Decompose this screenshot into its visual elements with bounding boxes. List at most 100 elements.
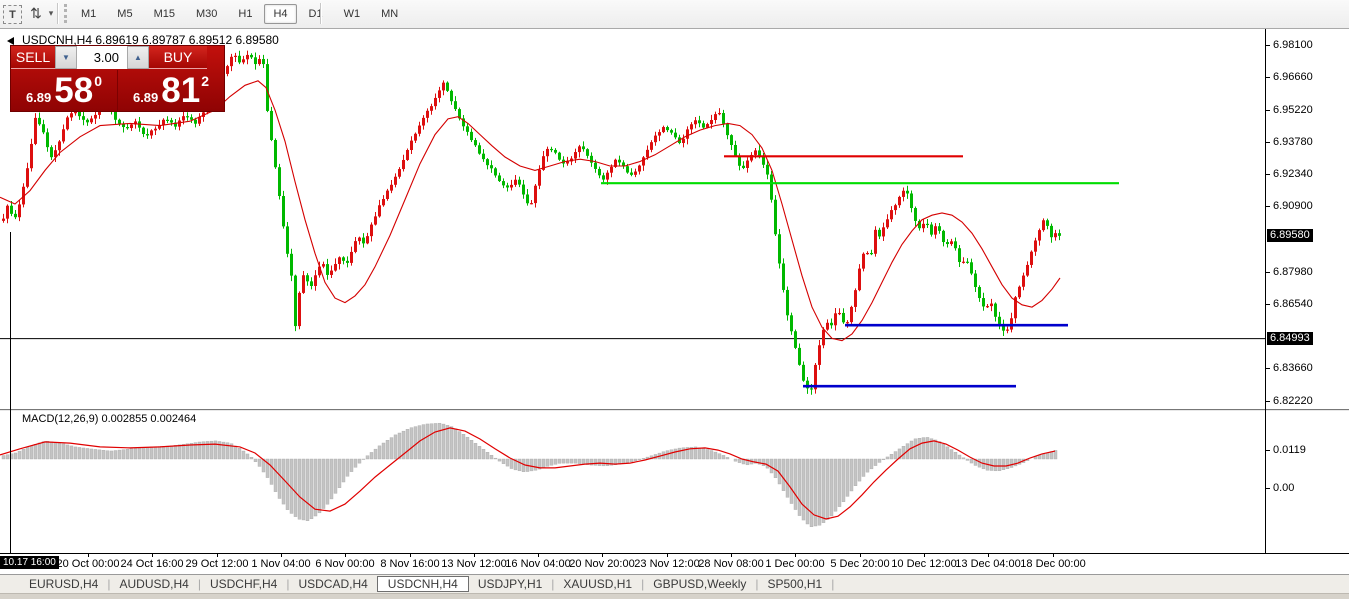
tab-separator: |	[286, 577, 290, 591]
swap-arrows-icon[interactable]: ⇅	[30, 5, 42, 21]
price-tick	[1266, 45, 1270, 46]
price-axis-label: 6.82220	[1273, 394, 1313, 407]
chevron-down-icon[interactable]: ▾	[48, 8, 54, 18]
timeframe-button-m15[interactable]: M15	[153, 8, 175, 20]
price-tick	[1266, 368, 1270, 370]
price-tick	[1266, 303, 1270, 305]
volume-input[interactable]: 3.00	[77, 46, 127, 69]
time-tick	[281, 554, 282, 557]
chart-tab-gbpusd[interactable]: GBPUSD,Weekly	[653, 577, 747, 591]
buy-button[interactable]: BUY	[149, 46, 207, 69]
chart-tab-audusd[interactable]: AUDUSD,H4	[119, 577, 189, 591]
timeframe-button-h1[interactable]: H1	[238, 8, 253, 20]
time-tick	[924, 554, 925, 557]
time-tick	[602, 554, 603, 557]
time-tick	[667, 554, 668, 557]
volume-increase-button[interactable]: ▲	[127, 46, 149, 69]
price-tick	[1266, 141, 1270, 143]
buy-price-pips: 81	[161, 71, 201, 110]
sell-button[interactable]: SELL	[11, 46, 55, 69]
price-chart-pane[interactable]	[0, 30, 1265, 409]
time-tick	[795, 554, 796, 557]
price-tick	[1266, 77, 1270, 79]
time-axis-label: 23 Nov 12:00	[634, 558, 700, 570]
macd-indicator-label: MACD(12,26,9) 0.002855 0.002464	[22, 413, 197, 425]
time-axis-label: 5 Dec 20:00	[830, 558, 890, 570]
price-axis-label: 6.86540	[1273, 297, 1313, 310]
timeframe-button-mn[interactable]: MN	[381, 8, 399, 20]
tab-separator: |	[551, 577, 555, 591]
tab-separator: |	[107, 577, 111, 591]
time-tick	[731, 554, 732, 557]
time-axis-label: 20 Oct 00:00	[56, 558, 120, 570]
time-axis[interactable]: 10.17 16:00 20 Oct 00:00 24 Oct 16:00 29 O…	[0, 553, 1349, 575]
tab-separator: |	[197, 577, 201, 591]
chart-tab-xauusd[interactable]: XAUUSD,H1	[563, 577, 633, 591]
time-axis-label: 8 Nov 16:00	[380, 558, 440, 570]
time-axis-label: 10 Dec 12:00	[891, 558, 957, 570]
vertical-line-object[interactable]	[10, 232, 11, 553]
tab-separator: |	[641, 577, 645, 591]
price-axis-label: 6.92340	[1273, 168, 1313, 181]
time-tick	[860, 554, 861, 557]
chart-window[interactable]: USDCNH,H4 6.89619 6.89787 6.89512 6.8958…	[0, 29, 1349, 582]
timeframe-button-m30[interactable]: M30	[195, 8, 218, 20]
buy-price-prefix: 6.89	[132, 90, 159, 105]
buy-price-box[interactable]: 6.89 81 2	[118, 70, 224, 112]
chart-tab-sp500[interactable]: SP500,H1	[767, 577, 823, 591]
toolbar-grip-handle[interactable]	[64, 4, 70, 23]
price-tick	[1266, 450, 1270, 452]
chart-tab-usdjpy[interactable]: USDJPY,H1	[477, 577, 543, 591]
time-tick	[345, 554, 346, 557]
time-axis-label: 6 Nov 00:00	[315, 558, 375, 570]
price-axis-label: 6.87980	[1273, 265, 1313, 278]
time-axis-label: 1 Nov 04:00	[251, 558, 311, 570]
hline-price-badge: 6.84993	[1267, 331, 1313, 345]
chart-tab-bar: EURUSD,H4 | AUDUSD,H4 | USDCHF,H4 | USDCAD,H4 U…	[0, 575, 1349, 593]
toolbar-separator	[57, 3, 59, 24]
price-axis[interactable]: 6.98100 6.96660 6.95220 6.93780 6.92340 6.909…	[1266, 29, 1349, 582]
price-axis-label: 6.93780	[1273, 135, 1313, 148]
timeframe-button-h4[interactable]: H4	[264, 4, 297, 24]
sell-price-box[interactable]: 6.89 58 0	[11, 70, 118, 112]
time-axis-label: 1 Dec 00:00	[765, 558, 825, 570]
tabbar-separator	[0, 574, 1349, 575]
chart-marker-icon	[7, 37, 14, 45]
price-tick	[1266, 400, 1270, 402]
chart-title: USDCNH,H4 6.89619 6.89787 6.89512 6.8958…	[22, 33, 279, 47]
price-axis-border	[1265, 29, 1266, 574]
timeframe-button-w1[interactable]: W1	[343, 8, 361, 20]
chart-tab-usdchf[interactable]: USDCHF,H4	[209, 577, 278, 591]
timeframe-button-m5[interactable]: M5	[117, 8, 133, 20]
time-tick	[1053, 554, 1054, 557]
chart-tab-usdcnh[interactable]: USDCNH,H4	[376, 575, 469, 592]
time-axis-label: 18 Dec 00:00	[1020, 558, 1086, 570]
price-axis-label: 6.83660	[1273, 362, 1313, 375]
sell-price-pips: 58	[54, 71, 94, 110]
macd-axis-label: 0.0119	[1273, 444, 1306, 457]
price-tick	[1266, 271, 1270, 273]
time-axis-label: 20 Nov 20:00	[569, 558, 635, 570]
time-axis-label: 13 Dec 04:00	[955, 558, 1021, 570]
buy-price-point: 2	[201, 73, 210, 89]
macd-axis-label: 0.00	[1273, 482, 1295, 494]
chart-tab-usdcad[interactable]: USDCAD,H4	[298, 577, 368, 591]
timeframe-button-d1[interactable]: D1	[308, 8, 323, 20]
pane-separator[interactable]	[0, 409, 1349, 411]
time-tick	[474, 554, 475, 557]
one-click-trading-panel: SELL ▼ 3.00 ▲ BUY 6.89 58 0 6.89 81 2	[10, 45, 225, 112]
window-bottom-strip	[0, 593, 1349, 599]
price-tick	[1266, 488, 1270, 489]
timeframe-toolbar: T ⇅ ▾ M1 M5 M15 M30 H1 H4 D1 W1 MN	[0, 0, 1349, 29]
current-price-badge: 6.89580	[1267, 228, 1313, 242]
time-tick	[988, 554, 989, 557]
macd-indicator-pane[interactable]	[0, 410, 1265, 553]
volume-decrease-button[interactable]: ▼	[55, 46, 77, 69]
price-axis-label: 6.98100	[1273, 39, 1313, 51]
text-tool-icon[interactable]: T	[3, 5, 22, 24]
timeframe-button-m1[interactable]: M1	[81, 8, 97, 20]
price-tick	[1266, 109, 1270, 111]
chart-tab-eurusd[interactable]: EURUSD,H4	[29, 577, 99, 591]
price-axis-label: 6.95220	[1273, 103, 1313, 116]
